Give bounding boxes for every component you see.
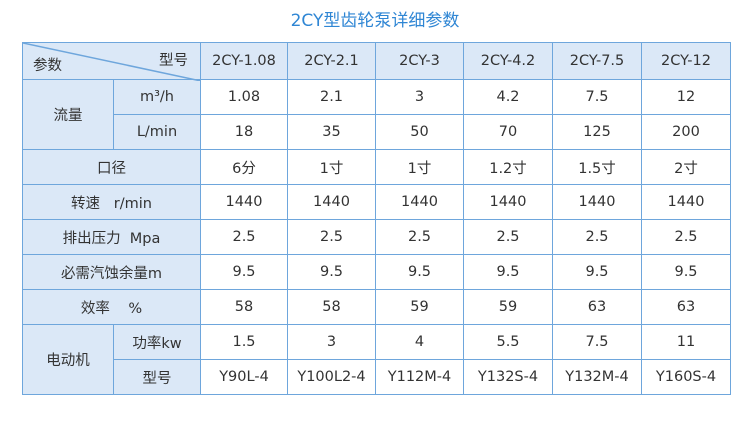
cell: 9.5 <box>463 254 553 290</box>
spec-table: 型号 参数 2CY-1.08 2CY-2.1 2CY-3 2CY-4.2 2CY-7.5 2C… <box>22 42 731 395</box>
title: 2CY型齿轮泵详细参数 <box>290 11 460 31</box>
cell: 63 <box>641 289 731 325</box>
cell: 4 <box>375 324 464 360</box>
cell: 1440 <box>641 184 731 220</box>
cell: Y90L-4 <box>200 359 288 395</box>
cell: 2.5 <box>552 219 642 255</box>
row: L/min 18 35 50 70 125 200 <box>23 114 731 150</box>
cell: 1440 <box>287 184 376 220</box>
row-label: 口径 <box>22 149 201 185</box>
column-header: 2CY-7.5 <box>552 42 642 80</box>
row-label: 效率 % <box>22 289 201 325</box>
row: 型号 Y90L-4 Y100L2-4 Y112M-4 Y132S-4 Y132M-4 Y16… <box>23 359 731 395</box>
cell: Y100L2-4 <box>287 359 376 395</box>
cell: 7.5 <box>552 324 642 360</box>
row: 效率 % 58 58 59 59 63 63 <box>22 289 731 325</box>
cell: 1440 <box>375 184 464 220</box>
cell: 1440 <box>552 184 642 220</box>
row: 流量 m³/h 1.08 2.1 3 4.2 7.5 12 <box>22 79 731 150</box>
header-row: 型号 参数 2CY-1.08 2CY-2.1 2CY-3 2CY-4.2 2CY-7.5 2C… <box>22 42 731 81</box>
row: 电动机 功率kw 1.5 3 4 5.5 7.5 11 <box>22 324 731 395</box>
cell: 1440 <box>200 184 288 220</box>
cell: 125 <box>552 114 642 150</box>
column-header: 2CY-2.1 <box>287 42 376 80</box>
row-label: 排出压力 Mpa <box>22 219 201 255</box>
cell: 7.5 <box>552 79 642 115</box>
cell: 1440 <box>463 184 553 220</box>
cell: 58 <box>287 289 376 325</box>
cell: 3 <box>375 79 464 115</box>
cell: 63 <box>552 289 642 325</box>
cell: 1.5 <box>200 324 288 360</box>
corner-bottom: 参数 <box>33 58 62 74</box>
cell: 2.5 <box>287 219 376 255</box>
cell: 50 <box>375 114 464 150</box>
row-label: 型号 <box>113 359 201 395</box>
row-label: 功率kw <box>113 324 201 360</box>
cell: 2.5 <box>200 219 288 255</box>
group-label: 流量 <box>22 79 114 150</box>
cell: 59 <box>375 289 464 325</box>
cell: 12 <box>641 79 731 115</box>
row-label: L/min <box>113 114 201 150</box>
cell: 1.2寸 <box>463 149 553 185</box>
cell: 18 <box>200 114 288 150</box>
cell: 2.1 <box>287 79 376 115</box>
cell: 9.5 <box>375 254 464 290</box>
cell: 9.5 <box>641 254 731 290</box>
corner-top: 型号 <box>159 53 188 69</box>
cell: 3 <box>287 324 376 360</box>
cell: 70 <box>463 114 553 150</box>
cell: 2.5 <box>641 219 731 255</box>
cell: 2.5 <box>463 219 553 255</box>
cell: 9.5 <box>287 254 376 290</box>
row-label: 必需汽蚀余量m <box>22 254 201 290</box>
cell: 58 <box>200 289 288 325</box>
cell: 1寸 <box>287 149 376 185</box>
cell: 35 <box>287 114 376 150</box>
cell: 1寸 <box>375 149 464 185</box>
cell: Y132M-4 <box>552 359 642 395</box>
column-header: 2CY-1.08 <box>200 42 288 80</box>
cell: 2.5 <box>375 219 464 255</box>
row: 口径 6分 1寸 1寸 1.2寸 1.5寸 2寸 <box>22 149 731 185</box>
cell: 6分 <box>200 149 288 185</box>
column-header: 2CY-12 <box>641 42 731 80</box>
cell: Y160S-4 <box>641 359 731 395</box>
cell: 4.2 <box>463 79 553 115</box>
cell: 59 <box>463 289 553 325</box>
cell: 11 <box>641 324 731 360</box>
cell: 5.5 <box>463 324 553 360</box>
corner-cell: 型号 参数 <box>22 42 201 81</box>
row-label: 转速 r/min <box>22 184 201 220</box>
cell: 9.5 <box>200 254 288 290</box>
cell: 1.08 <box>200 79 288 115</box>
row: 转速 r/min 1440 1440 1440 1440 1440 1440 <box>22 184 731 220</box>
cell: 9.5 <box>552 254 642 290</box>
cell: Y112M-4 <box>375 359 464 395</box>
cell: 200 <box>641 114 731 150</box>
group-label: 电动机 <box>22 324 114 395</box>
row: 排出压力 Mpa 2.5 2.5 2.5 2.5 2.5 2.5 <box>22 219 731 255</box>
cell: 1.5寸 <box>552 149 642 185</box>
cell: 2寸 <box>641 149 731 185</box>
row-label: m³/h <box>113 79 201 115</box>
cell: Y132S-4 <box>463 359 553 395</box>
column-header: 2CY-3 <box>375 42 464 80</box>
row: 必需汽蚀余量m 9.5 9.5 9.5 9.5 9.5 9.5 <box>22 254 731 290</box>
diagonal <box>23 43 201 81</box>
column-header: 2CY-4.2 <box>463 42 553 80</box>
